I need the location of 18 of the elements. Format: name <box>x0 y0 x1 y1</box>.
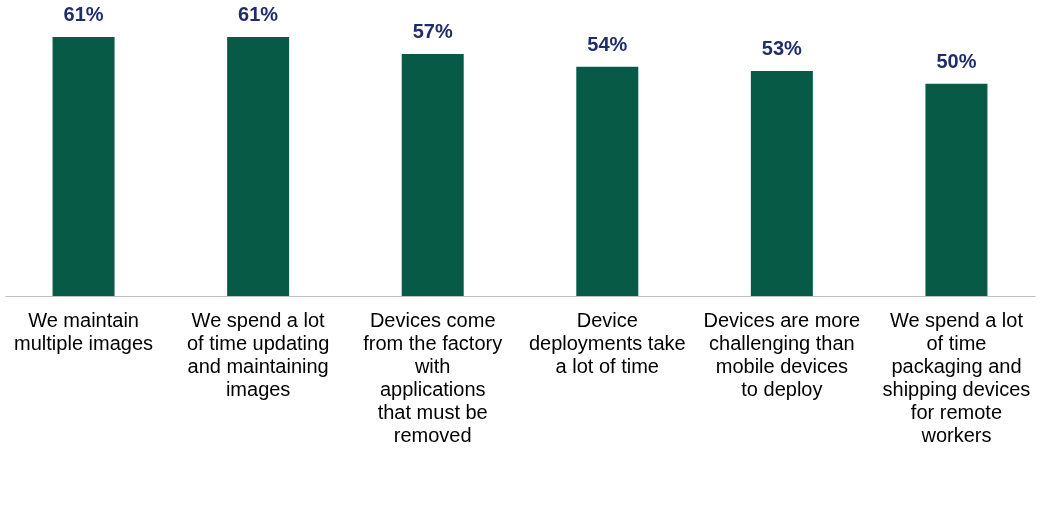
data-label: 53% <box>761 37 803 60</box>
data-label: 57% <box>412 20 453 43</box>
data-label: 50% <box>936 49 977 72</box>
bar <box>401 54 464 296</box>
data-label: 54% <box>587 32 628 55</box>
x-tick-label: We maintain multiple images <box>14 308 154 354</box>
x-tick-label: Devices come from the factory with applications that must be removed <box>363 308 503 446</box>
x-tick-label: Device deployments take a lot of time <box>528 308 686 377</box>
bar <box>576 66 639 296</box>
bar <box>925 83 988 296</box>
data-label: 61% <box>63 3 104 26</box>
x-tick-label: We spend a lot of time updating and maintaining images <box>186 308 330 400</box>
x-tick-label: Devices are more challenging than mobile devices to deploy <box>703 308 861 400</box>
data-label: 61% <box>238 3 279 26</box>
bar <box>52 37 115 296</box>
bar <box>227 37 290 296</box>
bar <box>750 71 813 296</box>
x-tick-label: We spend a lot of time packaging and shipping devices for remote workers <box>882 308 1031 446</box>
